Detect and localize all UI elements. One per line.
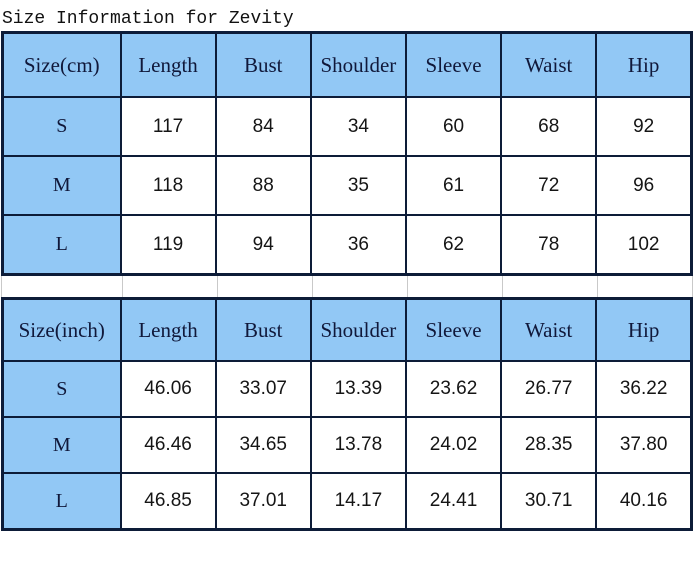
table-row-m-inch: M 46.46 34.65 13.78 24.02 28.35 37.80 (1, 416, 693, 474)
column-header-sleeve: Sleeve (404, 31, 503, 98)
table-row-l-inch: L 46.85 37.01 14.17 24.41 30.71 40.16 (1, 472, 693, 531)
cell-value: 13.39 (309, 360, 407, 418)
cell-value: 92 (595, 96, 693, 157)
cell-value: 94 (214, 214, 312, 276)
size-label: L (1, 214, 122, 276)
cell-value: 34.65 (214, 416, 312, 474)
cell-value: 119 (119, 214, 217, 276)
cell-value: 60 (404, 96, 503, 157)
column-header-waist: Waist (500, 297, 598, 362)
cell-value: 24.41 (404, 472, 503, 531)
cell-value: 28.35 (500, 416, 598, 474)
size-table-cm: Size(cm) Length Bust Shoulder Sleeve Wai… (1, 31, 693, 276)
cell-value: 62 (404, 214, 503, 276)
cell-value: 68 (500, 96, 598, 157)
column-header-hip: Hip (595, 31, 693, 98)
gap-cell (313, 276, 408, 297)
cell-value: 102 (595, 214, 693, 276)
cell-value: 35 (309, 155, 407, 216)
cell-value: 26.77 (500, 360, 598, 418)
cell-value: 36.22 (595, 360, 693, 418)
unit-header-inch: Size(inch) (1, 297, 122, 362)
cell-value: 40.16 (595, 472, 693, 531)
cell-value: 33.07 (214, 360, 312, 418)
cell-value: 36 (309, 214, 407, 276)
cell-value: 30.71 (500, 472, 598, 531)
gap-cell (2, 276, 123, 297)
cell-value: 78 (500, 214, 598, 276)
gap-cell (598, 276, 693, 297)
cell-value: 34 (309, 96, 407, 157)
column-header-shoulder: Shoulder (309, 297, 407, 362)
gap-cell (123, 276, 218, 297)
cell-value: 23.62 (404, 360, 503, 418)
size-label: M (1, 155, 122, 216)
table-separator-gridlines (1, 276, 693, 297)
unit-header-cm: Size(cm) (1, 31, 122, 98)
size-label: L (1, 472, 122, 531)
cell-value: 14.17 (309, 472, 407, 531)
table-row-m-cm: M 118 88 35 61 72 96 (1, 155, 693, 216)
column-header-length: Length (119, 297, 217, 362)
table-row-s-inch: S 46.06 33.07 13.39 23.62 26.77 36.22 (1, 360, 693, 418)
cell-value: 118 (119, 155, 217, 216)
cell-value: 117 (119, 96, 217, 157)
column-header-bust: Bust (214, 297, 312, 362)
column-header-bust: Bust (214, 31, 312, 98)
table-row-l-cm: L 119 94 36 62 78 102 (1, 214, 693, 276)
cell-value: 46.06 (119, 360, 217, 418)
table-header-row: Size(cm) Length Bust Shoulder Sleeve Wai… (1, 31, 693, 98)
column-header-length: Length (119, 31, 217, 98)
cell-value: 96 (595, 155, 693, 216)
size-label: M (1, 416, 122, 474)
table-row-s-cm: S 117 84 34 60 68 92 (1, 96, 693, 157)
cell-value: 37.01 (214, 472, 312, 531)
cell-value: 46.85 (119, 472, 217, 531)
size-label: S (1, 96, 122, 157)
size-table-inch: Size(inch) Length Bust Shoulder Sleeve W… (1, 297, 693, 531)
cell-value: 46.46 (119, 416, 217, 474)
cell-value: 61 (404, 155, 503, 216)
table-header-row: Size(inch) Length Bust Shoulder Sleeve W… (1, 297, 693, 362)
page-title: Size Information for Zevity (2, 9, 294, 29)
column-header-sleeve: Sleeve (404, 297, 503, 362)
cell-value: 72 (500, 155, 598, 216)
column-header-shoulder: Shoulder (309, 31, 407, 98)
cell-value: 24.02 (404, 416, 503, 474)
size-label: S (1, 360, 122, 418)
gap-cell (218, 276, 313, 297)
gap-cell (408, 276, 503, 297)
cell-value: 37.80 (595, 416, 693, 474)
cell-value: 84 (214, 96, 312, 157)
cell-value: 13.78 (309, 416, 407, 474)
gap-cell (503, 276, 598, 297)
cell-value: 88 (214, 155, 312, 216)
column-header-waist: Waist (500, 31, 598, 98)
column-header-hip: Hip (595, 297, 693, 362)
